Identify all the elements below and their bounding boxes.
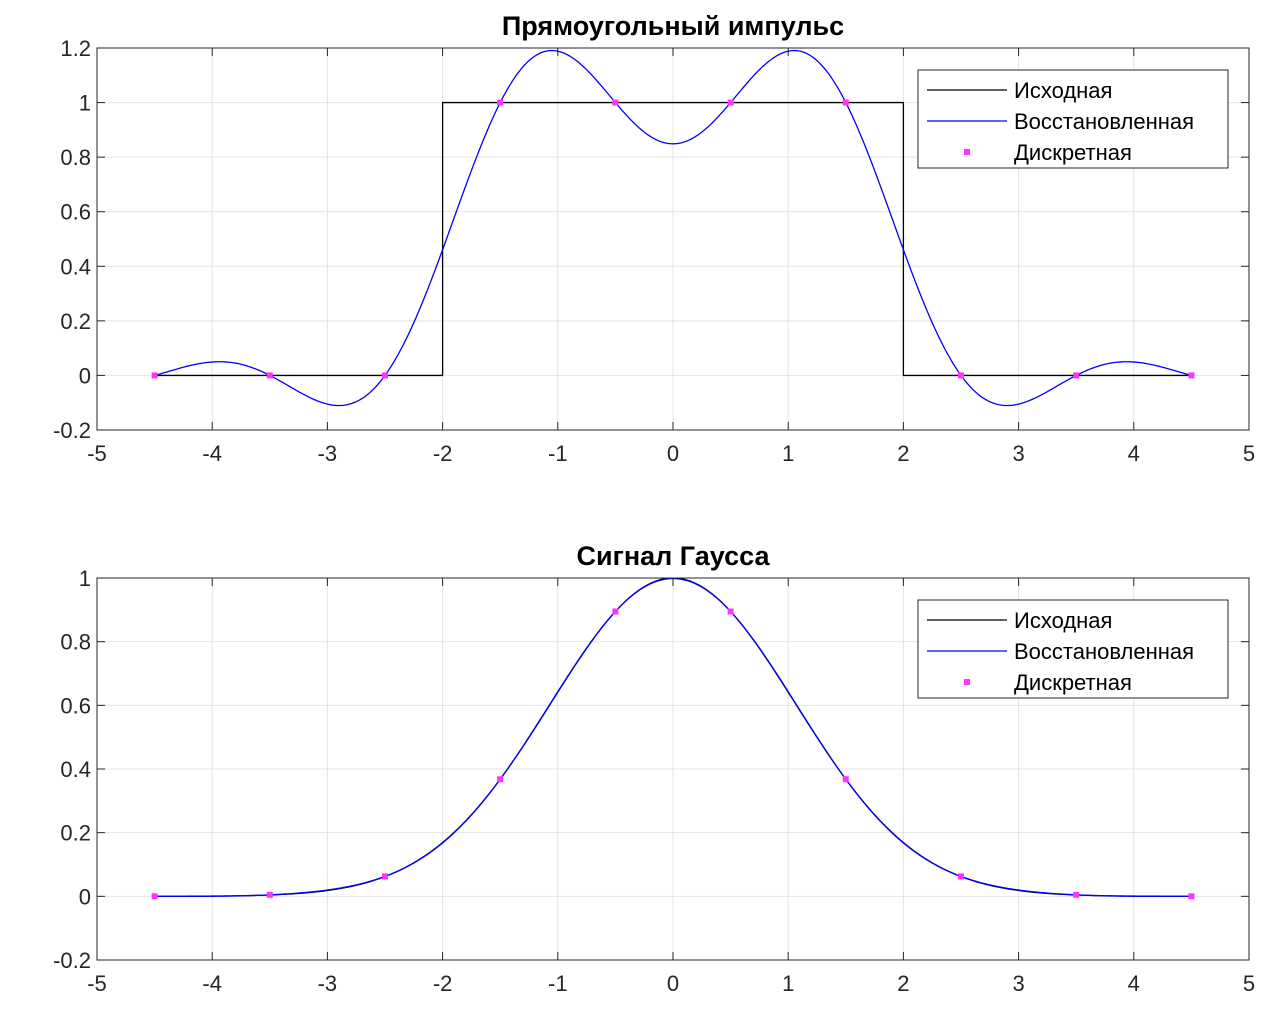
x-tick-label: -1 (548, 441, 568, 466)
series-3-marker (958, 372, 964, 379)
x-tick-label: 0 (667, 441, 679, 466)
x-tick-label: 5 (1243, 441, 1255, 466)
y-tick-label: 0.2 (60, 821, 91, 846)
series-3-marker (1188, 893, 1195, 900)
legend: Исходная Восстановленная Дискретная (917, 69, 1229, 169)
legend-swatch-marker (964, 149, 970, 155)
series-3-marker (382, 873, 388, 880)
x-tick-label: 2 (897, 441, 909, 466)
series-3-marker (1073, 372, 1080, 379)
series-3-marker (1188, 372, 1195, 379)
legend: Исходная Восстановленная Дискретная (917, 599, 1229, 699)
y-tick-label: 0.8 (60, 145, 91, 170)
y-tick-label: -0.2 (53, 418, 91, 443)
x-tick-label: 3 (1012, 441, 1024, 466)
y-tick-label: 0.8 (60, 630, 91, 655)
legend-label: Исходная (1014, 78, 1112, 103)
legend-label: Восстановленная (1014, 109, 1194, 134)
plot-rect-pulse: -5 -4 -3 -2 -1 0 1 2 3 4 5 -0.2 0 0.2 0.4 0.6 0.8 1 1.2 Пря… (53, 11, 1255, 466)
x-tick-label: 1 (782, 971, 794, 996)
y-tick-label: 1.2 (60, 36, 91, 61)
series-3-marker (151, 372, 158, 379)
y-tick-label: 0.6 (60, 200, 91, 225)
legend-label: Восстановленная (1014, 639, 1194, 664)
x-tick-label: 3 (1012, 971, 1024, 996)
x-tick-label: -5 (87, 441, 107, 466)
series-3-marker (151, 893, 158, 900)
chart-title: Прямоугольный импульс (502, 11, 844, 41)
x-tick-label: 0 (667, 971, 679, 996)
series-3-marker (497, 776, 504, 783)
x-tick-label: -2 (433, 971, 453, 996)
x-tick-label: -5 (87, 971, 107, 996)
series-2-line (154, 49, 1192, 407)
y-tick-label: 1 (79, 91, 91, 116)
x-tick-label: -3 (318, 971, 338, 996)
series-3-marker (842, 776, 849, 783)
x-tick-label: 5 (1243, 971, 1255, 996)
series-3-marker (727, 608, 734, 615)
y-tick-label: 0.4 (60, 757, 91, 782)
legend-label: Исходная (1014, 608, 1112, 633)
series-3-marker (727, 99, 734, 106)
x-tick-label: -4 (202, 441, 222, 466)
plot-gaussian: -5 -4 -3 -2 -1 0 1 2 3 4 5 -0.2 0 0.2 0.4 0.6 0.8 1 Сигнал… (53, 541, 1255, 996)
x-tick-label: 1 (782, 441, 794, 466)
legend-label: Дискретная (1014, 670, 1132, 695)
chart-title: Сигнал Гаусса (576, 541, 770, 571)
series-3-marker (497, 99, 504, 106)
x-tick-label: -2 (433, 441, 453, 466)
legend-label: Дискретная (1014, 140, 1132, 165)
series-3-marker (266, 372, 273, 379)
y-tick-label: 0.4 (60, 254, 91, 279)
series-3-marker (612, 608, 619, 615)
series-3-marker (958, 873, 964, 880)
series-group (151, 49, 1195, 407)
y-tick-label: 0.2 (60, 309, 91, 334)
series-3-marker (612, 99, 619, 106)
x-tick-label: -3 (318, 441, 338, 466)
x-tick-label: 4 (1128, 441, 1140, 466)
y-tick-label: 0 (79, 363, 91, 388)
series-3-marker (382, 372, 388, 379)
series-3-marker (842, 99, 849, 106)
legend-swatch-marker (964, 679, 970, 685)
y-tick-label: 1 (79, 566, 91, 591)
x-tick-label: -1 (548, 971, 568, 996)
series-3-marker (1073, 891, 1080, 898)
x-tick-label: -4 (202, 971, 222, 996)
y-tick-label: -0.2 (53, 948, 91, 973)
x-tick-label: 4 (1128, 971, 1140, 996)
x-tick-label: 2 (897, 971, 909, 996)
series-3-marker (266, 891, 273, 898)
y-tick-label: 0.6 (60, 693, 91, 718)
series-1-line (154, 101, 1192, 377)
y-tick-label: 0 (79, 884, 91, 909)
